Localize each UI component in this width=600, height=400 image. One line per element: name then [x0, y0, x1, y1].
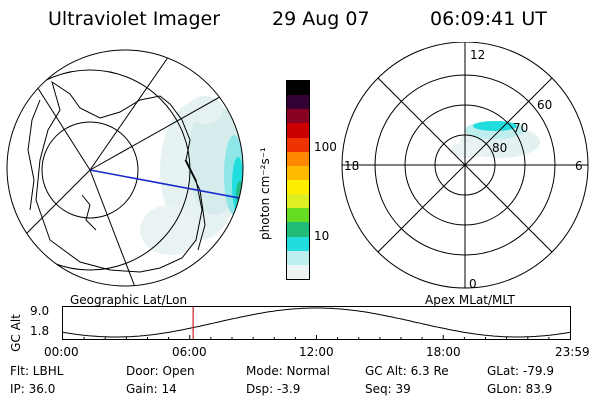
y-tick-top: 9.0: [30, 304, 50, 318]
time-tick-1200: 12:00: [299, 345, 334, 359]
lat-label-60: 60: [537, 98, 552, 112]
altitude-timeline: [62, 306, 571, 340]
colorbar-segment: [287, 109, 309, 124]
y-tick-bottom: 1.8: [30, 324, 50, 338]
info-gc-alt: GC Alt: 6.3 Re: [365, 364, 449, 378]
time-tick-0000: 00:00: [44, 345, 79, 359]
geographic-label: Geographic Lat/Lon: [70, 293, 188, 307]
date-label: 29 Aug 07: [272, 8, 370, 30]
app-title: Ultraviolet Imager: [48, 8, 221, 30]
time-tick-1800: 18:00: [426, 345, 461, 359]
mlt-label-12: 12: [470, 48, 485, 62]
colorbar-segment: [287, 236, 309, 251]
lat-label-80: 80: [492, 141, 507, 155]
colorbar-segment: [287, 137, 309, 152]
aurora-emission-polar: [450, 121, 540, 158]
colorbar-segment: [287, 180, 309, 195]
colorbar-segment: [287, 208, 309, 223]
colorbar-label: photon cm⁻²s⁻¹: [258, 147, 272, 240]
altitude-curve: [62, 307, 571, 338]
colorbar-segment: [287, 165, 309, 181]
info-flt: Flt: LBHL: [10, 364, 64, 378]
colorbar-segment: [287, 151, 309, 166]
colorbar-segment: [287, 95, 309, 110]
gc-alt-axis-label: GC Alt: [9, 314, 23, 352]
polar-plot: 12 18 6 0 60 70 80: [341, 42, 589, 291]
colorbar-segment: [287, 123, 309, 138]
time-tick-0600: 06:00: [172, 345, 207, 359]
colorbar-segment: [287, 264, 309, 279]
colorbar: [286, 80, 310, 280]
info-mode: Mode: Normal: [246, 364, 330, 378]
lat-label-70: 70: [513, 121, 528, 135]
info-gain: Gain: 14: [126, 382, 177, 396]
info-door: Door: Open: [126, 364, 195, 378]
info-glon: GLon: 83.9: [487, 382, 553, 396]
mlt-label-18: 18: [344, 159, 359, 173]
aurora-emission-geo: [140, 96, 243, 255]
colorbar-segment: [287, 194, 309, 209]
apex-label: Apex MLat/MLT: [425, 293, 515, 307]
satellite-track-line: [89, 169, 243, 201]
colorbar-tick-10: 10: [314, 229, 330, 243]
time-label: 06:09:41 UT: [430, 8, 547, 30]
info-glat: GLat: -79.9: [487, 364, 554, 378]
colorbar-segment: [287, 250, 309, 265]
coastline: [35, 80, 203, 273]
info-seq: Seq: 39: [365, 382, 411, 396]
mlt-label-6: 6: [575, 159, 583, 173]
time-tick-2359: 23:59: [555, 345, 590, 359]
colorbar-segment: [287, 222, 309, 237]
mlt-label-0: 0: [469, 277, 477, 291]
colorbar-tick-100: 100: [314, 140, 337, 154]
colorbar-segment: [287, 81, 309, 96]
info-dsp: Dsp: -3.9: [246, 382, 301, 396]
geographic-map: [6, 49, 244, 287]
info-ip: IP: 36.0: [10, 382, 56, 396]
